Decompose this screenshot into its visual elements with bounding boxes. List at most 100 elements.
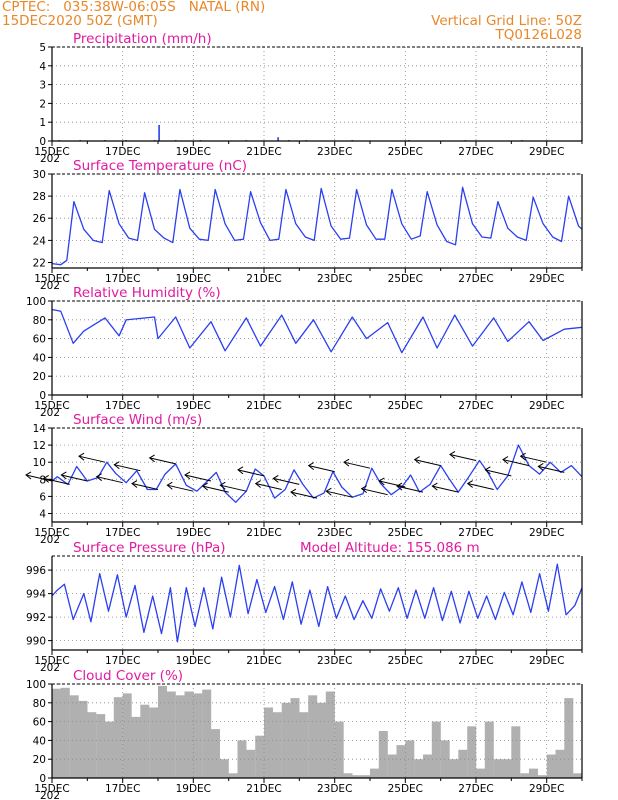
x-tick-label: 15DEC: [34, 146, 69, 158]
x-year-fragment: 202: [40, 790, 60, 800]
wind-arrow: [273, 477, 300, 485]
y-tick-label: 100: [26, 679, 46, 691]
x-year-fragment: 202: [40, 407, 60, 419]
x-tick-label: 27DEC: [458, 400, 493, 412]
y-tick-label: 10: [33, 457, 46, 469]
wind-arrow: [326, 490, 353, 498]
press-annotation: Model Altitude: 155.086 m: [300, 540, 480, 556]
x-tick-label: 29DEC: [529, 400, 564, 412]
cloud-bar: [317, 702, 326, 778]
cloud-bar: [87, 712, 97, 778]
x-tick-label: 21DEC: [246, 527, 281, 539]
x-tick-label: 25DEC: [388, 400, 423, 412]
cloud-bar: [105, 721, 114, 778]
x-tick-label: 23DEC: [317, 146, 352, 158]
x-tick-label: 19DEC: [176, 655, 211, 667]
cloud-bar: [334, 721, 344, 778]
x-year-fragment: 202: [40, 534, 60, 546]
cloud-bar: [272, 712, 282, 778]
y-tick-label: 40: [33, 352, 46, 364]
wind-line: [51, 444, 583, 503]
wind-arrow-head: [537, 463, 544, 471]
cloud-title: Cloud Cover (%): [73, 668, 183, 684]
y-tick-label: 60: [33, 334, 46, 346]
header-datetime: 15DEC2020 50Z (GMT): [2, 13, 158, 29]
panel-rh: 0 20 40 60 80 100 15DEC 17DEC 19DEC 21DEC 23DEC 25D…: [26, 285, 583, 419]
rh-line: [51, 308, 583, 354]
cloud-bar: [211, 729, 220, 778]
panel-press: 990 992 994 996 15DEC 17DEC 19DEC 21DEC 23DEC 25D…: [26, 540, 583, 674]
panel-precip: 0 1 2 3 4 5 15DEC 17DEC 19DEC 21DEC 23DEC 25DEC 27DE…: [34, 31, 583, 165]
wind-arrow-head: [148, 454, 155, 463]
wind-arrow-head: [307, 462, 314, 470]
cloud-bar: [423, 754, 432, 778]
cloud-bar: [299, 712, 309, 778]
wind-arrow: [343, 461, 371, 469]
wind-arrow-head: [131, 480, 138, 488]
header-location: CPTEC: 035:38W-06:05S NATAL (RN): [2, 0, 266, 15]
press-line: [51, 563, 583, 643]
wind-arrow: [202, 485, 229, 493]
cloud-bar: [166, 691, 176, 778]
cloud-bar: [308, 695, 318, 778]
y-tick-label: 28: [33, 191, 46, 203]
cloud-bar: [458, 749, 468, 778]
wind-arrow-head: [413, 456, 420, 464]
x-tick-label: 23DEC: [317, 527, 352, 539]
cloud-bar: [476, 768, 485, 778]
x-tick-label: 21DEC: [246, 783, 281, 795]
x-tick-label: 15DEC: [34, 400, 69, 412]
wind-arrow-head: [60, 471, 67, 480]
cloud-bar: [281, 702, 291, 778]
wind-arrow-head: [237, 466, 244, 475]
cloud-bar: [511, 726, 521, 778]
x-tick-label: 25DEC: [388, 273, 423, 285]
wind-arrow: [485, 469, 512, 477]
wind-arrow: [61, 474, 88, 482]
x-tick-label: 25DEC: [388, 783, 423, 795]
panel-cloud: 0 20 40 60 80 100 15DEC 17DEC 19DEC 21DEC 23DEC 25D…: [26, 668, 583, 800]
y-tick-label: 12: [33, 440, 46, 452]
y-tick-label: 30: [33, 169, 46, 181]
y-tick-label: 992: [26, 612, 46, 624]
x-tick-label: 19DEC: [176, 400, 211, 412]
cloud-bar: [484, 721, 494, 778]
x-year-fragment: 202: [40, 280, 60, 292]
x-tick-label: 21DEC: [246, 655, 281, 667]
cloud-bar: [352, 775, 362, 778]
x-tick-label: 27DEC: [458, 273, 493, 285]
x-tick-label: 27DEC: [458, 655, 493, 667]
x-tick-label: 29DEC: [529, 146, 564, 158]
cloud-bar: [405, 740, 415, 778]
x-tick-label: 17DEC: [105, 783, 140, 795]
cloud-bar: [361, 775, 371, 778]
x-tick-label: 15DEC: [34, 273, 69, 285]
wind-arrow-head: [466, 480, 473, 488]
cloud-bar: [573, 773, 583, 778]
y-tick-label: 22: [33, 258, 46, 270]
wind-arrow: [96, 476, 123, 484]
wind-arrow-head: [396, 482, 403, 491]
cloud-bar: [52, 688, 61, 778]
x-tick-label: 25DEC: [388, 655, 423, 667]
y-tick-label: 80: [33, 698, 46, 710]
y-tick-label: 0: [39, 773, 46, 785]
x-tick-label: 27DEC: [458, 783, 493, 795]
x-tick-label: 23DEC: [317, 655, 352, 667]
panel-temp: 22 24 26 28 30 15DEC 17DEC 19DEC 21DEC 23DEC 25DEC…: [33, 158, 583, 292]
cloud-bar: [555, 749, 565, 778]
x-year-fragment: 202: [40, 153, 60, 165]
wind-arrow: [414, 459, 441, 467]
x-tick-label: 21DEC: [246, 273, 281, 285]
cloud-bar: [158, 685, 167, 778]
cloud-bar: [237, 740, 247, 778]
x-tick-label: 29DEC: [529, 655, 564, 667]
x-tick-label: 19DEC: [176, 273, 211, 285]
cloud-bar: [502, 759, 512, 778]
cloud-bar: [96, 714, 106, 778]
cloud-bar: [290, 698, 300, 778]
wind-arrow-head: [166, 481, 173, 490]
y-tick-label: 24: [33, 235, 47, 247]
cloud-bar: [546, 754, 556, 778]
precip-bar: [277, 137, 279, 141]
